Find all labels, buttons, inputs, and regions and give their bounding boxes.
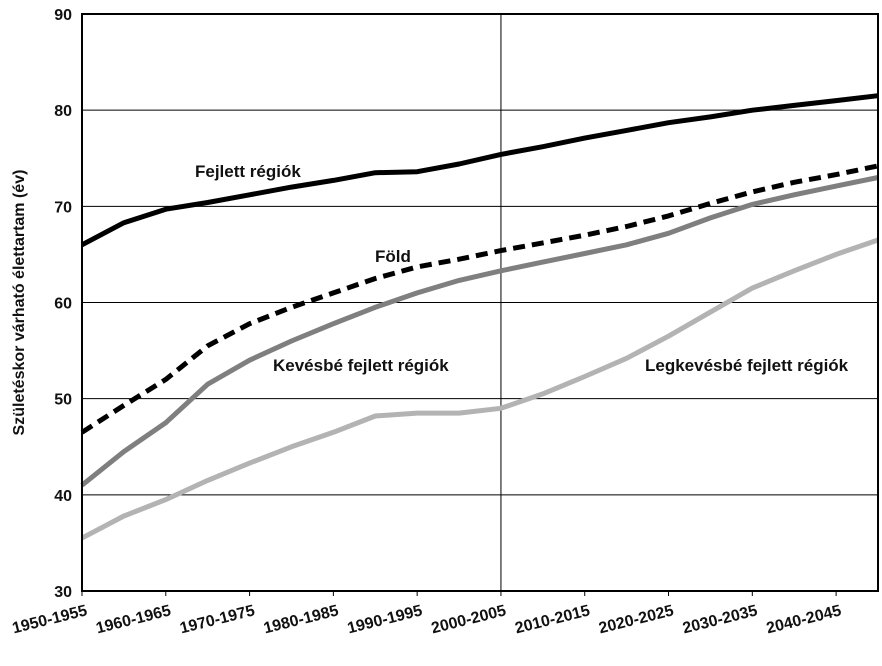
- series-line-3: [80, 237, 879, 541]
- annotation-kevesbe-fejlett: Kevésbé fejlett régiók: [273, 356, 449, 375]
- y-tick-label: 90: [54, 7, 72, 24]
- x-axis-ticks: 1950-1955 1960-1965 1970-1975 1980-1985 1990…: [11, 591, 843, 637]
- series-lines: [80, 93, 879, 541]
- annotation-fejlett: Fejlett régiók: [195, 162, 301, 181]
- y-tick-label: 60: [54, 296, 72, 313]
- x-tick-label: 2000-2005: [430, 602, 508, 637]
- series-annotations: Fejlett régiók Föld Kevésbé fejlett régi…: [195, 162, 849, 375]
- y-tick-label: 30: [54, 584, 72, 601]
- x-tick-label: 2010-2015: [513, 602, 591, 637]
- x-tick-label: 2030-2035: [681, 602, 759, 637]
- series-line-0: [80, 93, 879, 248]
- y-tick-label: 50: [54, 392, 72, 409]
- annotation-legkevesbe-fejlett: Legkevésbé fejlett régiók: [645, 356, 849, 375]
- x-tick-label: 1950-1955: [11, 602, 89, 637]
- x-tick-label: 1980-1985: [262, 602, 340, 637]
- y-tick-label: 80: [54, 103, 72, 120]
- annotation-fold: Föld: [375, 247, 411, 266]
- x-tick-label: 2020-2025: [597, 602, 675, 637]
- series-line-1: [80, 163, 879, 435]
- x-tick-label: 1960-1965: [94, 602, 172, 637]
- plot-frame: [81, 13, 879, 592]
- y-tick-label: 40: [54, 488, 72, 505]
- y-axis-label: Születéskor várható élettartam (év): [11, 170, 28, 436]
- x-tick-label: 1970-1975: [178, 602, 256, 637]
- x-tick-label: 2040-2045: [765, 602, 843, 637]
- y-axis-ticks: 30 40 50 60 70 80 90: [54, 7, 72, 601]
- series-line-2: [80, 175, 879, 488]
- y-tick-label: 70: [54, 199, 72, 216]
- gridlines: [82, 14, 878, 591]
- x-tick-label: 1990-1995: [346, 602, 424, 637]
